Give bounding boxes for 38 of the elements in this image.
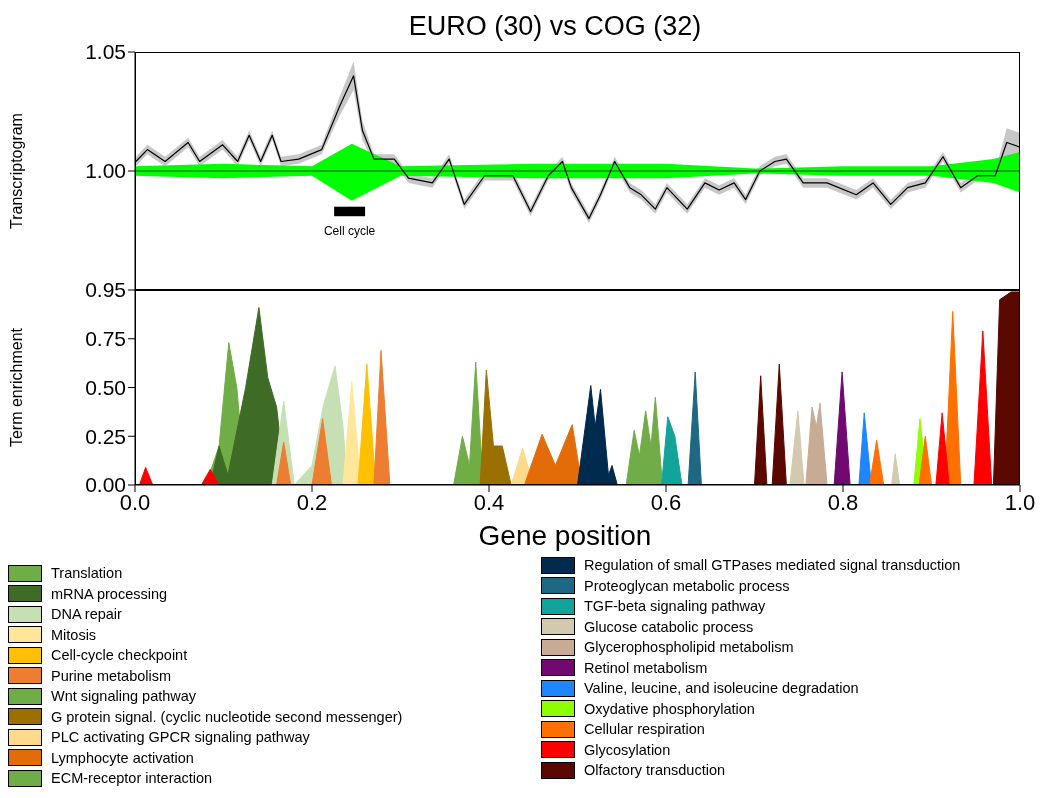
y-axis-title: Term enrichment — [7, 327, 25, 448]
x-tick-label: 0.8 — [827, 489, 859, 515]
chart-title: EURO (30) vs COG (32) — [408, 11, 702, 41]
legend-label: TGF-beta signaling pathway — [584, 598, 766, 615]
y-tick-label: 0.25 — [85, 424, 126, 448]
y-tick-label: 0.95 — [85, 278, 126, 302]
legend-label: Valine, leucine, and isoleucine degradation — [584, 680, 859, 697]
y-tick-label: 1.05 — [85, 40, 126, 64]
x-tick-label: 0.4 — [473, 489, 505, 515]
legend-label: Glycosylation — [584, 741, 671, 758]
legend-label: DNA repair — [51, 606, 122, 623]
legend-label: Translation — [51, 565, 123, 582]
legend-label: mRNA processing — [51, 585, 168, 602]
legend-label: Glucose catabolic process — [584, 618, 754, 635]
legend-label: Purine metabolism — [51, 667, 172, 684]
y-tick-label: 0.50 — [85, 375, 126, 399]
legend-label: Retinol metabolism — [584, 659, 708, 676]
y-axis-title: Transcriptogram — [7, 113, 25, 229]
y-tick-label: 0.75 — [85, 327, 126, 351]
x-tick-label: 0.6 — [650, 489, 682, 515]
legend-label: PLC activating GPCR signaling pathway — [51, 729, 310, 746]
legend-label: Cellular respiration — [584, 721, 705, 738]
y-tick-label: 1.00 — [85, 159, 126, 183]
legend-label: Lymphocyte activation — [51, 749, 194, 766]
legend-label: Wnt signaling pathway — [51, 688, 197, 705]
legend-label: Glycerophospholipid metabolism — [584, 639, 794, 656]
x-tick-label: 0.2 — [296, 489, 328, 515]
x-tick-label: 1.0 — [1004, 489, 1036, 515]
legend-label: ECM-receptor interaction — [51, 770, 213, 787]
x-axis-title: Gene position — [477, 520, 653, 551]
legend-label: Proteoglycan metabolic process — [584, 577, 790, 594]
legend-label: Cell-cycle checkpoint — [51, 647, 188, 664]
legend-label: Oxydative phosphorylation — [584, 700, 755, 717]
band-label: Cell cycle — [323, 224, 376, 239]
legend-label: Olfactory transduction — [584, 762, 726, 779]
legend-label: Regulation of small GTPases mediated signal transduction — [584, 557, 961, 574]
legend-label: G protein signal. (cyclic nucleotide second messenger) — [51, 708, 403, 725]
legend-label: Mitosis — [51, 626, 97, 643]
